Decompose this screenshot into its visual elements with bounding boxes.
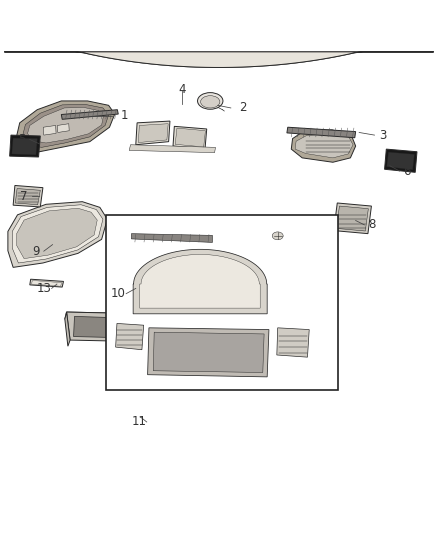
Polygon shape: [116, 324, 144, 350]
Polygon shape: [277, 328, 309, 357]
Text: 6: 6: [403, 165, 411, 177]
Polygon shape: [57, 124, 69, 133]
Text: 10: 10: [111, 287, 126, 300]
Polygon shape: [140, 254, 260, 308]
Polygon shape: [291, 130, 356, 162]
Polygon shape: [295, 134, 353, 158]
Polygon shape: [30, 279, 64, 287]
Polygon shape: [74, 317, 133, 338]
Polygon shape: [129, 145, 215, 152]
Bar: [106, 215, 338, 390]
Polygon shape: [61, 110, 118, 119]
Polygon shape: [13, 185, 43, 207]
Polygon shape: [153, 332, 264, 373]
Polygon shape: [334, 203, 371, 233]
Polygon shape: [43, 125, 56, 135]
Polygon shape: [17, 101, 115, 152]
Polygon shape: [17, 208, 97, 259]
Polygon shape: [138, 124, 168, 142]
Text: 11: 11: [132, 416, 147, 429]
Polygon shape: [133, 249, 267, 314]
Polygon shape: [148, 328, 269, 377]
Polygon shape: [336, 206, 368, 231]
Polygon shape: [287, 127, 356, 138]
Polygon shape: [12, 205, 103, 263]
Text: 2: 2: [239, 101, 247, 115]
Polygon shape: [32, 280, 62, 286]
Polygon shape: [23, 104, 109, 147]
Polygon shape: [15, 189, 40, 205]
Polygon shape: [387, 152, 414, 169]
Text: 3: 3: [380, 128, 387, 142]
Text: 4: 4: [178, 83, 186, 95]
Polygon shape: [12, 138, 37, 155]
Polygon shape: [385, 149, 417, 172]
Ellipse shape: [272, 232, 283, 240]
Polygon shape: [131, 233, 212, 243]
Polygon shape: [28, 108, 103, 143]
Polygon shape: [148, 314, 170, 344]
Polygon shape: [8, 201, 107, 268]
Polygon shape: [145, 314, 170, 324]
Polygon shape: [65, 312, 148, 321]
Polygon shape: [67, 312, 151, 342]
Polygon shape: [136, 121, 170, 145]
Polygon shape: [175, 128, 205, 147]
Polygon shape: [173, 126, 207, 149]
Text: 7: 7: [20, 190, 28, 203]
Text: 13: 13: [36, 282, 51, 295]
Text: 5: 5: [18, 133, 25, 146]
Text: 9: 9: [32, 245, 40, 257]
Text: 1: 1: [121, 109, 129, 122]
Ellipse shape: [198, 93, 223, 109]
Polygon shape: [10, 135, 40, 157]
Polygon shape: [4, 52, 434, 68]
Polygon shape: [4, 52, 434, 68]
Ellipse shape: [201, 96, 220, 108]
Text: 8: 8: [369, 219, 376, 231]
Polygon shape: [65, 312, 70, 346]
